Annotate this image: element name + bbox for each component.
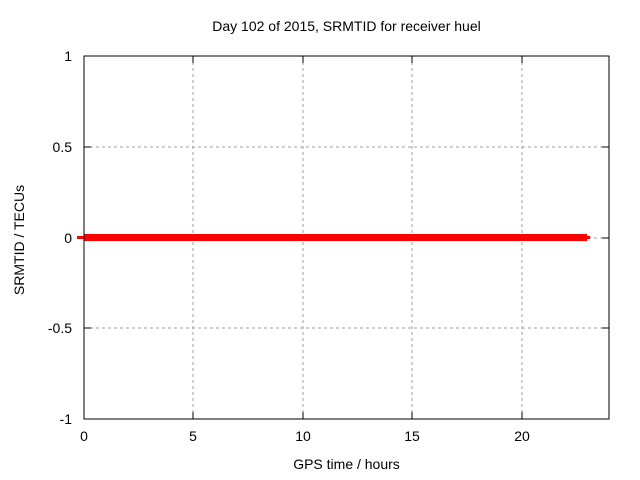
x-tick-label: 0 bbox=[80, 428, 88, 444]
y-tick-label: 0 bbox=[64, 230, 72, 246]
x-axis-label: GPS time / hours bbox=[293, 456, 400, 472]
x-tick-label: 5 bbox=[189, 428, 197, 444]
x-tick-label: 15 bbox=[404, 428, 420, 444]
plot-border bbox=[83, 55, 610, 420]
y-tick-labels: -1 -0.5 0 0.5 1 bbox=[48, 48, 72, 427]
x-tick-labels: 0 5 10 15 20 bbox=[80, 428, 530, 444]
y-axis-label: SRMTID / TECUs bbox=[11, 185, 27, 295]
x-tick-label: 20 bbox=[514, 428, 530, 444]
y-tick-label: 0.5 bbox=[53, 139, 73, 155]
y-tick-label: -1 bbox=[60, 411, 73, 427]
x-tick-label: 10 bbox=[295, 428, 311, 444]
y-tick-label: -0.5 bbox=[48, 320, 72, 336]
y-tick-label: 1 bbox=[64, 48, 72, 64]
chart-title: Day 102 of 2015, SRMTID for receiver hue… bbox=[212, 18, 480, 34]
